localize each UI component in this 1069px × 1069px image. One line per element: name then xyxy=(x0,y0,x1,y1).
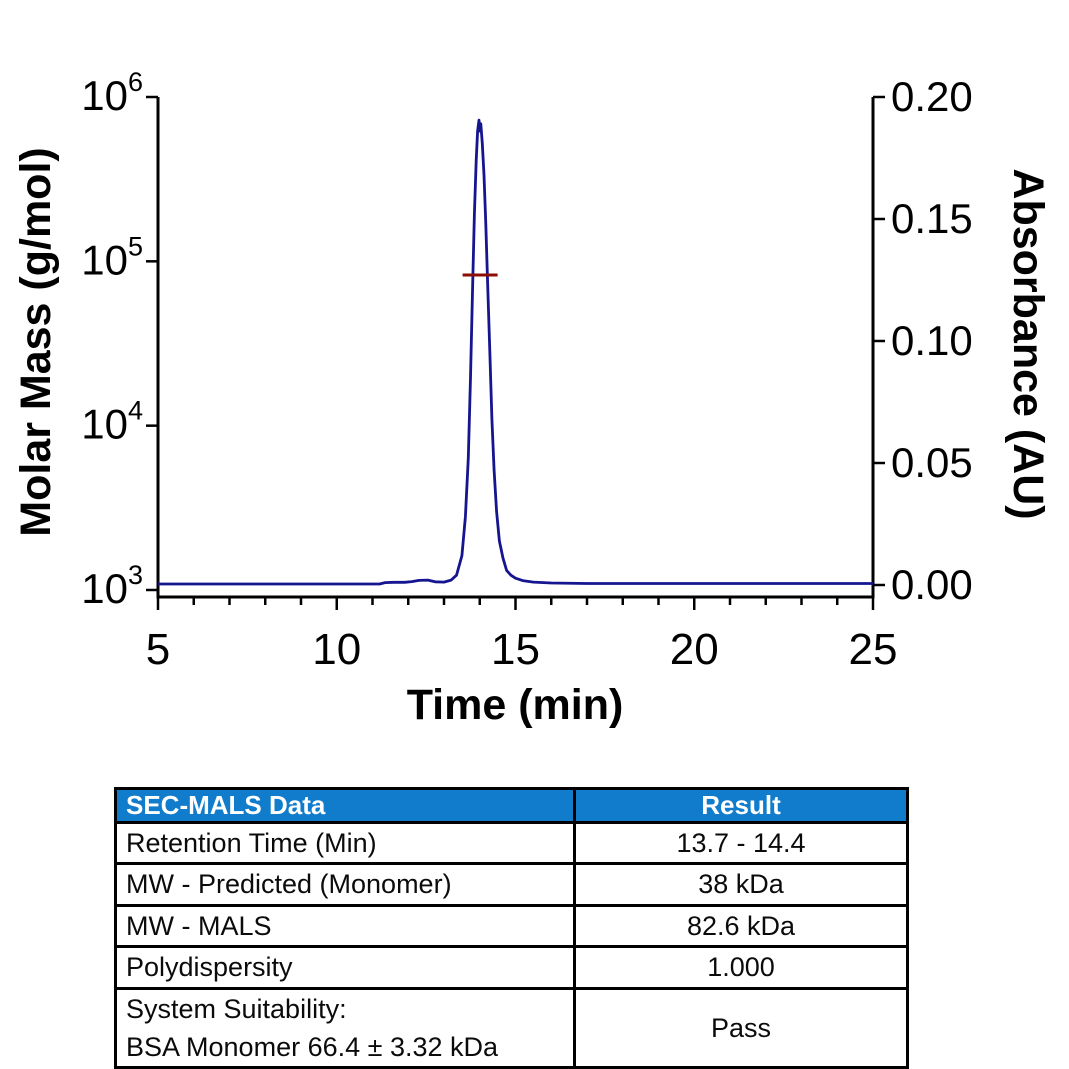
table-header-parameter: SEC-MALS Data xyxy=(114,787,576,824)
row-label-polydispersity: Polydispersity xyxy=(114,945,576,990)
left-tick-label: 103 xyxy=(81,560,143,612)
row-value-retention-time: 13.7 - 14.4 xyxy=(573,821,909,865)
right-tick-label: 0.10 xyxy=(891,317,973,364)
right-tick-label: 0.15 xyxy=(891,195,973,242)
x-axis-title: Time (min) xyxy=(407,681,624,729)
table-row: Polydispersity 1.000 xyxy=(114,945,909,990)
row-value-mw-predicted: 38 kDa xyxy=(573,862,909,907)
row-label-retention-time: Retention Time (Min) xyxy=(114,821,576,865)
table-row: MW - Predicted (Monomer) 38 kDa xyxy=(114,862,909,907)
left-tick-label: 105 xyxy=(81,231,143,283)
chromatogram-chart: 5 10 15 20 25 106 105 104 103 0.20 0.15 0.10 0.05 0.0… xyxy=(12,67,1052,729)
system-suitability-line1: System Suitability: xyxy=(126,994,347,1024)
left-tick-label: 104 xyxy=(81,396,143,448)
table-row: Retention Time (Min) 13.7 - 14.4 xyxy=(114,821,909,865)
system-suitability-line2: BSA Monomer 66.4 ± 3.32 kDa xyxy=(126,1032,499,1062)
x-tick-label: 20 xyxy=(670,625,719,674)
right-tick-label: 0.00 xyxy=(891,561,973,608)
left-tick-label: 106 xyxy=(81,67,143,119)
row-value-polydispersity: 1.000 xyxy=(573,945,909,990)
row-label-system-suitability: System Suitability: BSA Monomer 66.4 ± 3… xyxy=(114,987,576,1069)
right-tick-label: 0.05 xyxy=(891,439,973,486)
table-header-row: SEC-MALS Data Result xyxy=(114,787,909,824)
row-value-mw-mals: 82.6 kDa xyxy=(573,904,909,948)
sec-mals-results-table: SEC-MALS Data Result Retention Time (Min… xyxy=(114,787,909,1069)
uv-absorbance-trace xyxy=(158,118,873,586)
table-row: MW - MALS 82.6 kDa xyxy=(114,904,909,948)
right-axis-title: Absorbance (AU) xyxy=(1004,168,1052,519)
x-tick-label: 5 xyxy=(146,625,170,674)
x-tick-label: 10 xyxy=(312,625,361,674)
x-tick-label: 25 xyxy=(849,625,898,674)
row-label-mw-mals: MW - MALS xyxy=(114,904,576,948)
row-value-system-suitability: Pass xyxy=(573,987,909,1069)
table-row: System Suitability: BSA Monomer 66.4 ± 3… xyxy=(114,987,909,1069)
right-tick-label: 0.20 xyxy=(891,73,973,120)
table-header-result: Result xyxy=(573,787,909,824)
row-label-mw-predicted: MW - Predicted (Monomer) xyxy=(114,862,576,907)
left-axis-title: Molar Mass (g/mol) xyxy=(12,147,60,536)
x-tick-label: 15 xyxy=(491,625,540,674)
